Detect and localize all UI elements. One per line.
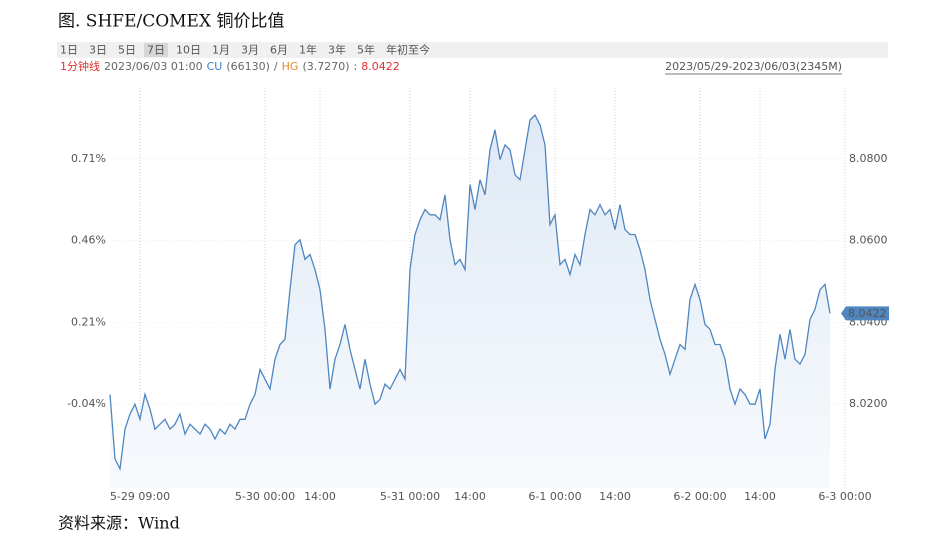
info-part: (66130) [226,60,270,73]
x-tick-label: 5-29 09:00 [110,490,170,503]
info-part: / [274,60,278,73]
line [109,114,831,471]
y-tick-label: 0.21% [71,315,106,328]
tab[interactable]: 6月 [270,44,288,57]
x-tick-label: 14:00 [744,490,776,503]
y2-tick-label: 8.0600 [849,234,888,247]
x-tick-label: 5-31 00:00 [380,490,440,503]
tab[interactable]: 7日 [147,44,165,57]
tab-selected-bg [144,43,168,57]
info-part: CU [207,60,223,73]
toolbar [57,42,888,58]
tab[interactable]: 1年 [299,43,317,57]
x-tick-label: 6-1 00:00 [528,490,581,503]
last-value-box [841,306,889,321]
info-part: 2023/06/03 01:00 [104,60,203,73]
tab[interactable]: 3月 [241,44,259,57]
info-range: 2023/05/29-2023/06/03(2345M) [665,60,842,73]
tab[interactable]: 1日 [60,44,78,57]
tab[interactable]: 5日 [118,44,136,57]
tab[interactable]: 3年 [328,43,346,57]
x-tick-label: 14:00 [304,490,336,503]
source: 资料来源：Wind [58,514,180,533]
tab[interactable]: 1月 [212,44,230,57]
last-value-label: 8.0422 [848,307,887,320]
x-tick-label: 6-2 00:00 [673,490,726,503]
tab[interactable]: 年初至今 [386,43,430,57]
info-part: HG [282,60,299,73]
x-tick-label: 5-30 00:00 [235,490,295,503]
tab[interactable]: 3日 [89,44,107,57]
x-tick-label: 14:00 [454,490,486,503]
x-tick-label: 14:00 [599,490,631,503]
info-part: (3.7270) [302,60,349,73]
y-tick-label: 0.71% [71,152,106,165]
y-tick-label: -0.04% [67,397,106,410]
y2-tick-label: 8.0200 [849,397,888,410]
info-part: : [354,60,358,73]
info-part: 1分钟线 [60,59,100,73]
y2-tick-label: 8.0800 [849,152,888,165]
info-part: 8.0422 [361,60,400,73]
info-line: 1分钟线 2023/06/03 01:00 CU (66130) / HG (3.7270)… [60,59,400,73]
chart-title: 图. SHFE/COMEX 铜价比值 [58,12,284,32]
x-tick-label: 6-3 00:00 [818,490,871,503]
area [110,115,830,488]
y-tick-label: 0.46% [71,234,106,247]
tab[interactable]: 5年 [357,43,375,57]
tab[interactable]: 10日 [176,44,201,57]
